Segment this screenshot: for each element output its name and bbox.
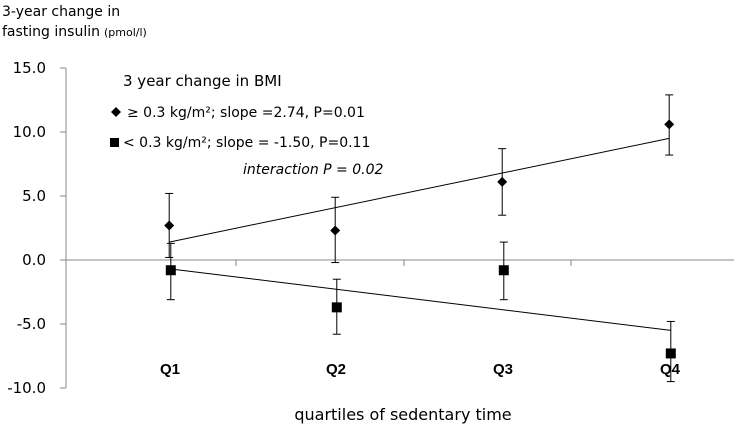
data-point-square [331,302,342,313]
data-point-diamond [330,225,341,236]
y-tick-label: 10.0 [13,123,46,141]
data-point-square [165,265,176,276]
y-tick-label: 15.0 [13,59,46,77]
y-tick-label: 5.0 [22,187,46,205]
category-label: Q2 [326,361,346,378]
x-axis-title: quartiles of sedentary time [294,405,511,424]
y-ticks: 15.0 10.0 5.0 0.0 -5.0 -10.0 [7,59,66,397]
y-axis-title-main: fasting insulin [2,24,100,40]
data-point-diamond [664,119,675,130]
data-point-diamond [164,220,175,231]
legend-marker-diamond [111,107,121,117]
data-point-square [498,265,509,276]
y-tick-label: -10.0 [7,379,46,397]
trend-line-low-bmi [170,268,671,331]
y-axis-title-line2: fasting insulin (pmol/l) [2,24,147,40]
trend-lines [169,137,671,331]
y-tick-label: -5.0 [17,315,46,333]
category-label: Q1 [160,361,180,378]
category-label: Q3 [493,361,513,378]
legend-label-high-bmi: ≥ 0.3 kg/m²; slope =2.74, P=0.01 [127,105,365,121]
legend-title: 3 year change in BMI [123,72,282,90]
legend-entry-low-bmi: < 0.3 kg/m²; slope = -1.50, P=0.11 [110,135,370,151]
interaction-annotation: interaction P = 0.02 [243,162,384,178]
y-axis-title-line1: 3-year change in [2,4,120,20]
legend-label-low-bmi: < 0.3 kg/m²; slope = -1.50, P=0.11 [123,135,370,151]
trend-line-high-bmi [169,137,670,243]
category-labels: Q1 Q2 Q3 Q4 [160,361,681,378]
data-points [164,119,676,359]
y-axis-title-unit: (pmol/l) [104,26,147,39]
legend-entry-high-bmi: ≥ 0.3 kg/m²; slope =2.74, P=0.01 [111,105,365,121]
data-point-square [665,348,676,359]
axes [65,68,734,388]
y-tick-label: 0.0 [22,251,46,269]
data-point-diamond [497,176,508,187]
legend-marker-square [110,138,119,147]
